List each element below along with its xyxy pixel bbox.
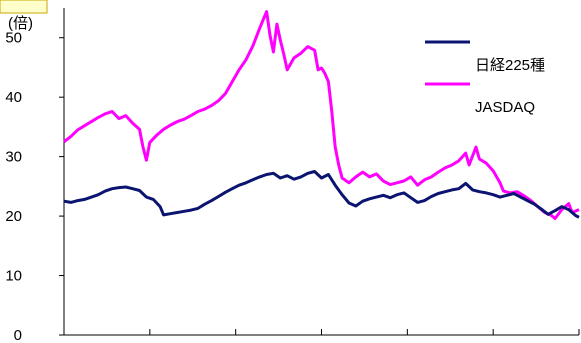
y-axis-ticks: 0 10 20 30 40 50 bbox=[5, 30, 64, 343]
legend-label: JASDAQ bbox=[475, 99, 535, 116]
y-tick-label: 40 bbox=[5, 89, 22, 106]
series-line-jasdaq bbox=[63, 10, 580, 220]
y-tick-label: 0 bbox=[14, 327, 22, 343]
unit-label: (倍) bbox=[8, 15, 33, 32]
series-lines bbox=[63, 10, 580, 220]
legend-label: 日経225種 bbox=[475, 57, 545, 74]
y-tick-label: 30 bbox=[5, 149, 22, 166]
y-tick-label: 20 bbox=[5, 208, 22, 225]
legend: 日経225種 JASDAQ bbox=[425, 40, 545, 116]
unit-label-box bbox=[0, 0, 48, 14]
y-tick-label: 10 bbox=[5, 268, 22, 285]
series-line-nikkei225 bbox=[63, 170, 580, 219]
x-axis-ticks bbox=[149, 329, 580, 335]
y-tick-label: 50 bbox=[5, 30, 22, 47]
